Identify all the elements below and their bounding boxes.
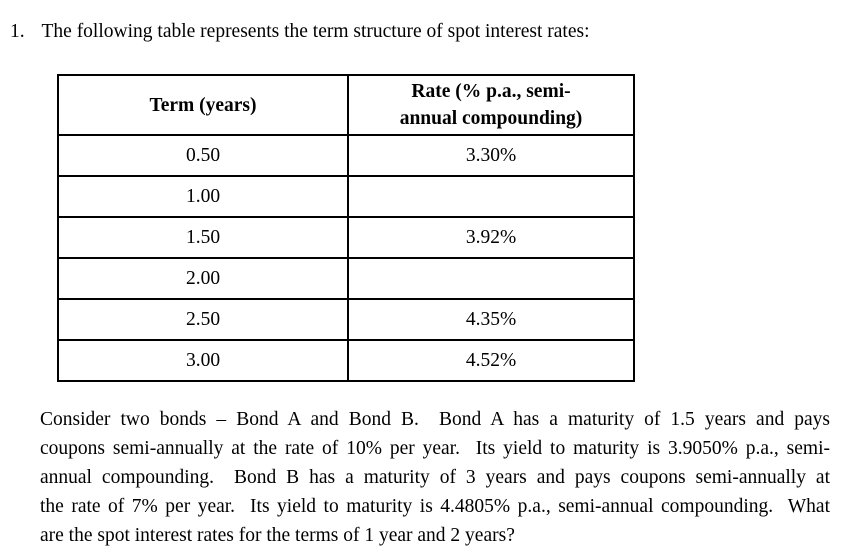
term-cell: 3.00 (57, 339, 349, 382)
body-line: coupons semi-annually at the rate of 10%… (40, 438, 830, 459)
question-number: 1. (10, 21, 25, 42)
term-cell: 1.00 (57, 175, 349, 218)
question-title: 1. The following table represents the te… (10, 17, 590, 46)
body-line: annual compounding. Bond B has a maturit… (40, 467, 830, 488)
table-row: 1.50 3.92% (57, 216, 635, 259)
rate-cell (347, 257, 635, 300)
table-header-row: Term (years) Rate (% p.a., semi- annual … (57, 74, 635, 136)
term-cell: 0.50 (57, 134, 349, 177)
table-row: 3.00 4.52% (57, 339, 635, 382)
table-row: 2.50 4.35% (57, 298, 635, 341)
term-column-header: Term (years) (57, 74, 349, 136)
rate-column-header-line1: Rate (% p.a., semi- (411, 81, 571, 102)
rate-cell: 3.30% (347, 134, 635, 177)
term-cell: 2.00 (57, 257, 349, 300)
rate-cell: 4.52% (347, 339, 635, 382)
spot-rates-table: Term (years) Rate (% p.a., semi- annual … (57, 74, 635, 382)
question-body: Consider two bonds – Bond A and Bond B. … (40, 405, 830, 550)
table-row: 1.00 (57, 175, 635, 218)
body-line: Consider two bonds – Bond A and Bond B. … (40, 409, 830, 430)
table-row: 0.50 3.30% (57, 134, 635, 177)
rate-cell (347, 175, 635, 218)
body-line: the rate of 7% per year. Its yield to ma… (40, 496, 830, 517)
term-cell: 1.50 (57, 216, 349, 259)
rate-column-header-line2: annual compounding) (399, 108, 583, 129)
table-row: 2.00 (57, 257, 635, 300)
body-line: are the spot interest rates for the term… (40, 525, 515, 546)
rate-cell: 3.92% (347, 216, 635, 259)
rate-cell: 4.35% (347, 298, 635, 341)
term-cell: 2.50 (57, 298, 349, 341)
question-intro-text: The following table represents the term … (41, 21, 590, 42)
rate-column-header: Rate (% p.a., semi- annual compounding) (347, 74, 635, 136)
